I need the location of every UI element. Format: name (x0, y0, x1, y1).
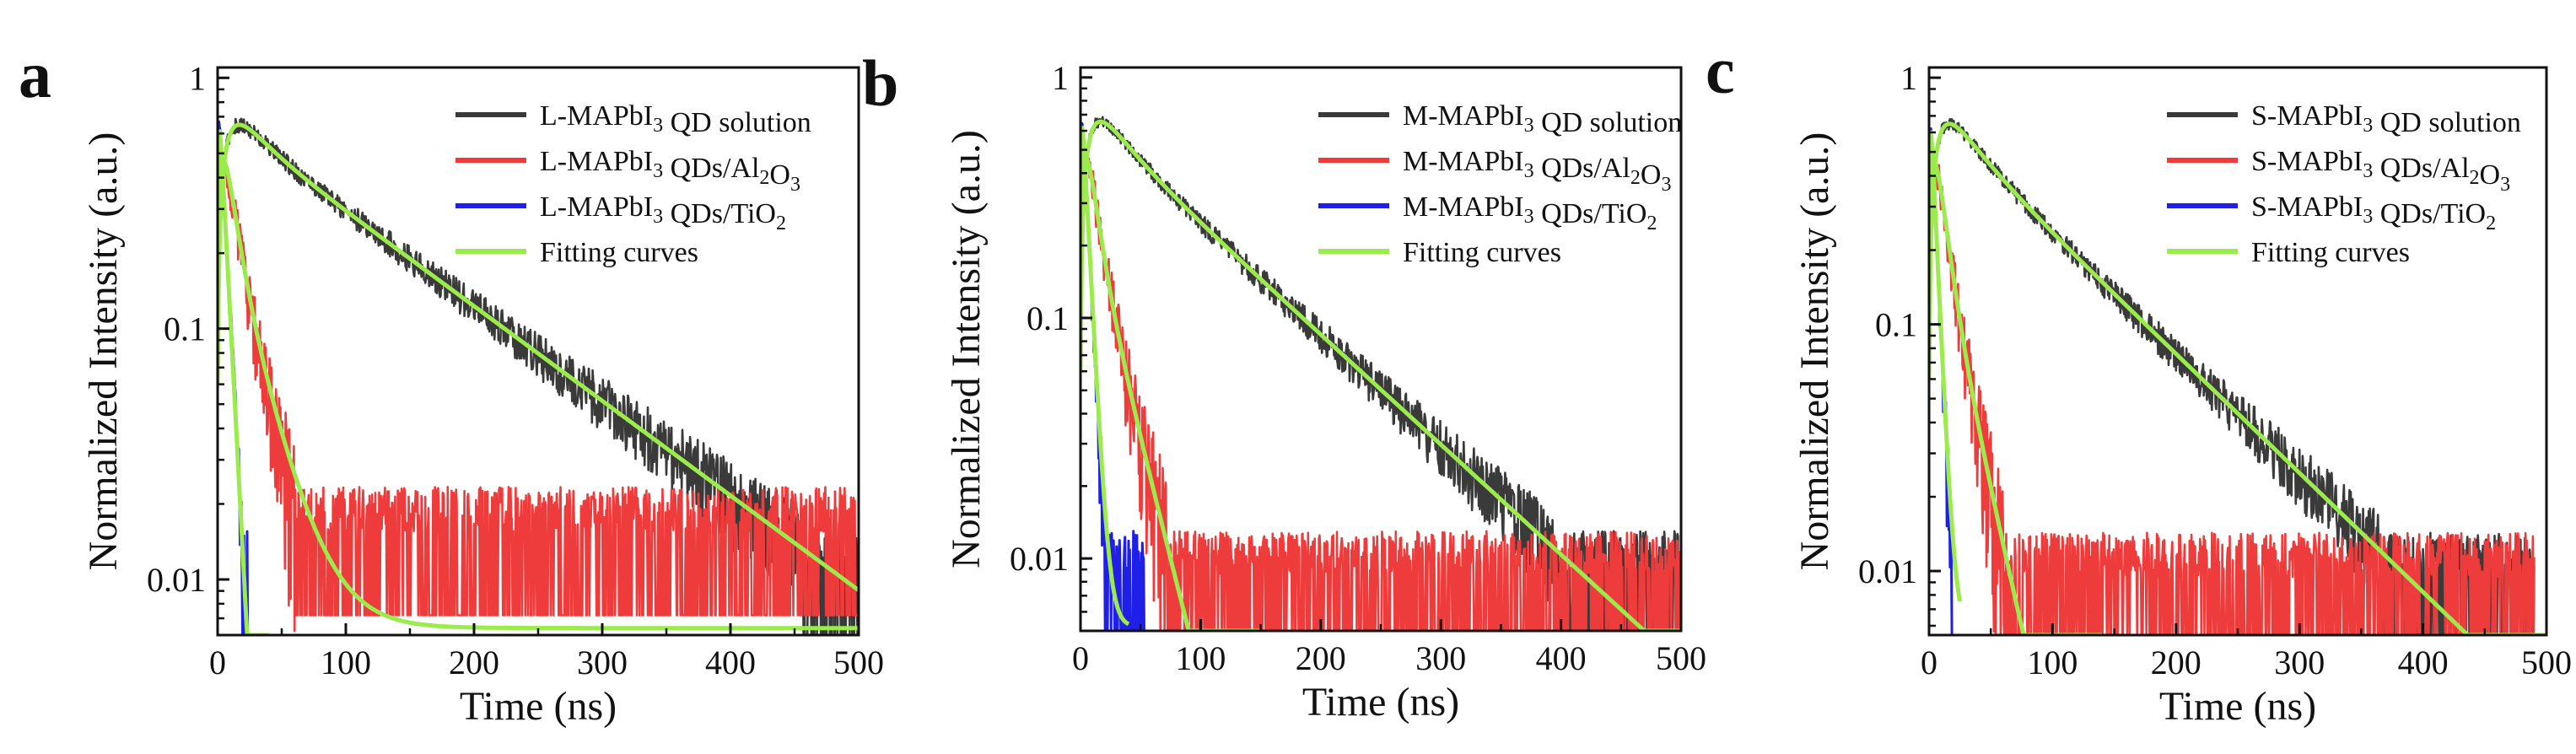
x-tick-label: 200 (1296, 639, 1346, 677)
x-tick-label: 100 (2027, 644, 2078, 681)
legend: M-MAPbI3 QD solution M-MAPbI3 QDs/Al2O3M-… (1318, 100, 1682, 268)
legend-entry-al2o3: M-MAPbI3 QDs/Al2O3 (1403, 146, 1671, 196)
fitting-curve-3 (1929, 130, 1963, 602)
fitting-curve-1 (1929, 121, 2546, 635)
legend-entry-tio2: L-MAPbI3 QDs/TiO2 (540, 191, 786, 234)
y-tick-label: 0.1 (1875, 306, 1917, 344)
data-area (1081, 116, 1681, 631)
y-axis-label: Normalized Intensity (a.u.) (944, 130, 989, 568)
x-tick-label: 300 (577, 644, 628, 681)
legend: L-MAPbI3 QD solution L-MAPbI3 QDs/Al2O3L-… (455, 100, 811, 268)
x-tick-label: 400 (705, 644, 756, 681)
panel-b: b 0 100 200 300 400 500 0.01 0.1 1 Time (ns) Normal… (862, 46, 1706, 724)
legend-entry-tio2: M-MAPbI3 QDs/TiO2 (1403, 191, 1657, 234)
data-area (1929, 118, 2546, 635)
panel-c: c 0 100 200 300 400 500 0.01 0.1 1 Time (ns) Normal… (1706, 34, 2572, 729)
y-tick-label: 1 (1900, 59, 1917, 97)
x-tick-label: 0 (1072, 639, 1089, 677)
legend-entry-al2o3: S-MAPbI3 QDs/Al2O3 (2251, 146, 2510, 196)
y-tick-label: 1 (1052, 59, 1069, 97)
x-tick-label: 200 (2151, 644, 2201, 681)
series-al2o3 (1929, 149, 2536, 635)
fitting-curve-2 (1081, 155, 1261, 631)
legend-entry-al2o3: L-MAPbI3 QDs/Al2O3 (540, 146, 800, 196)
fitting-curve-2 (218, 158, 859, 631)
panel-label: b (862, 46, 898, 120)
data-area (218, 117, 859, 635)
x-axis-label: Time (ns) (2159, 684, 2316, 729)
y-tick-label: 1 (189, 59, 206, 97)
legend-entry-fitting: Fitting curves (1403, 237, 1561, 268)
panel-label: a (19, 38, 51, 111)
x-tick-label: 200 (449, 644, 499, 681)
y-tick-label: 0.01 (1858, 552, 1917, 590)
fitting-curve-1 (1081, 119, 1681, 631)
x-tick-label: 300 (2274, 644, 2325, 681)
x-tick-label: 100 (1175, 639, 1226, 677)
x-tick-label: 400 (1536, 639, 1587, 677)
legend-entry-fitting: Fitting curves (2251, 237, 2410, 268)
legend-entry-fitting: Fitting curves (540, 237, 698, 268)
y-tick-label: 0.01 (1010, 540, 1069, 578)
legend-entry-solution: L-MAPbI3 QD solution (540, 100, 811, 138)
series-solution (218, 117, 859, 635)
x-tick-label: 300 (1415, 639, 1466, 677)
y-axis-label: Normalized Intensity (a.u.) (81, 132, 126, 571)
y-tick-label: 0.1 (164, 310, 206, 348)
x-tick-label: 500 (833, 644, 884, 681)
x-axis-label: Time (ns) (460, 684, 617, 729)
x-tick-label: 500 (2521, 644, 2572, 681)
series-tio2 (1081, 121, 1148, 631)
y-axis-label: Normalized Intensity (a.u.) (1792, 132, 1837, 571)
y-tick-label: 0.01 (147, 561, 206, 599)
legend-entry-solution: M-MAPbI3 QD solution (1403, 100, 1682, 138)
panel-a: a 0 100 200 300 400 500 0.01 0.1 1 Time (ns) Normal… (19, 38, 884, 729)
legend-entry-tio2: S-MAPbI3 QDs/TiO2 (2251, 191, 2496, 234)
fitting-curve-3 (1081, 126, 1130, 627)
fitting-curve-3 (218, 129, 269, 635)
legend: S-MAPbI3 QD solution S-MAPbI3 QDs/Al2O3S-… (2167, 100, 2521, 268)
x-tick-label: 500 (1656, 639, 1706, 677)
fitting-curve-2 (1929, 162, 2102, 635)
fitting-curve-1 (218, 122, 859, 592)
x-tick-label: 0 (1921, 644, 1937, 681)
x-tick-label: 400 (2398, 644, 2449, 681)
panel-label: c (1706, 34, 1735, 107)
x-tick-label: 0 (209, 644, 226, 681)
x-axis-label: Time (ns) (1302, 680, 1459, 724)
y-tick-label: 0.1 (1027, 299, 1069, 337)
x-tick-label: 100 (321, 644, 371, 681)
legend-entry-solution: S-MAPbI3 QD solution (2251, 100, 2521, 138)
